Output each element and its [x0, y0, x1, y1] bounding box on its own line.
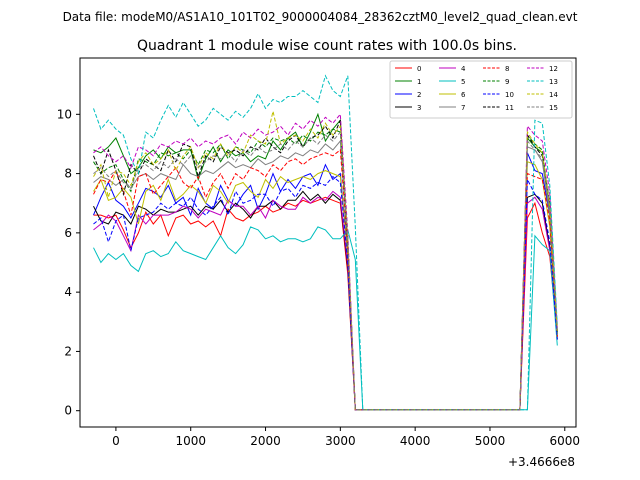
y-tick-label: 0 [64, 404, 72, 418]
legend-label-9: 9 [505, 78, 509, 86]
axes: 0 1000 2000 3000 4000 5000 6000 0 2 4 6 8 10 [57, 107, 580, 448]
x-tick-label: 6000 [550, 434, 581, 448]
legend-label-13: 13 [549, 78, 558, 86]
legend-label-7: 7 [461, 104, 465, 112]
series-layer [93, 74, 558, 411]
y-tick-label: 6 [64, 226, 72, 240]
plot-area [79, 57, 577, 428]
x-tick-label: 2000 [250, 434, 281, 448]
x-tick-label: 1000 [175, 434, 206, 448]
legend-label-10: 10 [505, 91, 514, 99]
chart-title: Quadrant 1 module wise count rates with … [137, 38, 517, 54]
series-line-5 [93, 226, 558, 411]
legend-label-3: 3 [417, 104, 421, 112]
series-line-13 [93, 74, 558, 411]
legend-label-11: 11 [505, 104, 514, 112]
y-tick-label: 8 [64, 167, 72, 181]
figure-suptitle: Data file: modeM0/AS1A10_101T02_90000040… [63, 10, 578, 24]
legend-box [389, 60, 573, 119]
series-line-14 [93, 111, 558, 411]
legend-label-2: 2 [417, 91, 421, 99]
legend-label-8: 8 [505, 65, 509, 73]
legend-label-0: 0 [417, 65, 421, 73]
legend-label-12: 12 [549, 65, 558, 73]
series-line-11 [93, 120, 558, 411]
legend-label-6: 6 [461, 91, 466, 99]
legend-label-1: 1 [417, 78, 421, 86]
y-tick-label: 2 [64, 344, 72, 358]
legend-label-14: 14 [549, 91, 558, 99]
y-tick-label: 10 [57, 107, 72, 121]
series-line-12 [93, 113, 558, 411]
legend-label-15: 15 [549, 104, 558, 112]
x-tick-label: 4000 [400, 434, 431, 448]
y-tick-label: 4 [64, 285, 72, 299]
x-offset-label: +3.4666e8 [508, 455, 575, 469]
x-tick-label: 0 [112, 434, 120, 448]
x-tick-label: 3000 [325, 434, 356, 448]
series-line-15 [93, 130, 558, 411]
x-tick-label: 5000 [475, 434, 506, 448]
series-line-10 [93, 175, 558, 411]
legend-label-5: 5 [461, 78, 465, 86]
legend-label-4: 4 [461, 65, 466, 73]
